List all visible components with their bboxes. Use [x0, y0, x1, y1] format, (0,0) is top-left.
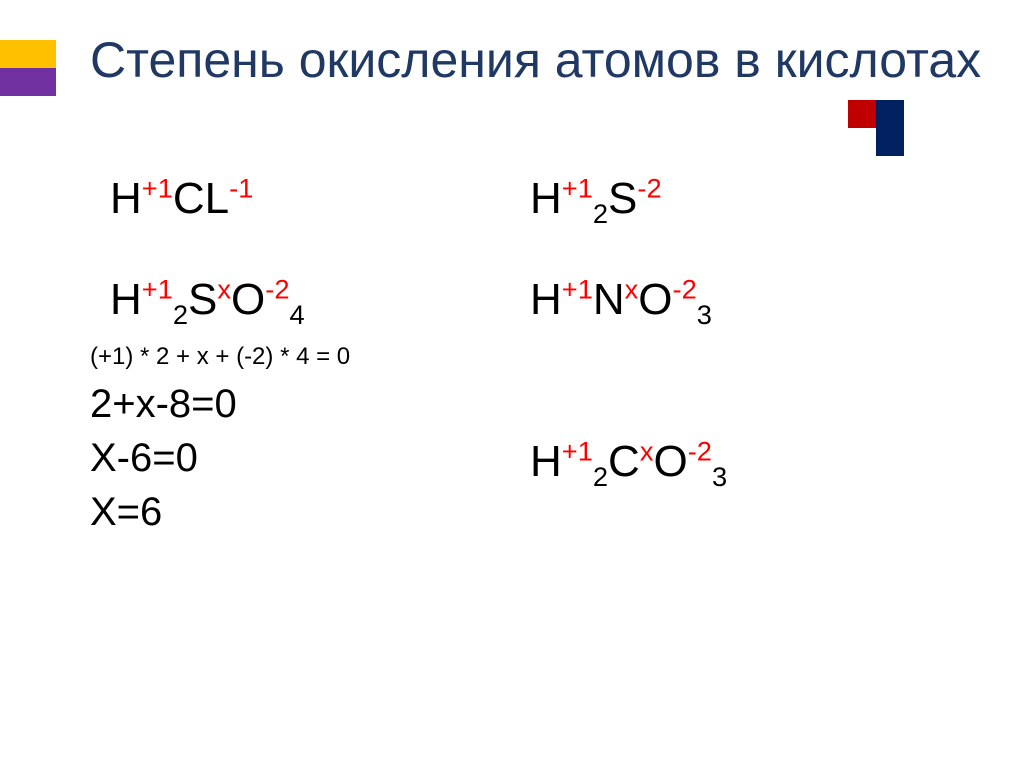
ox-O: -2: [265, 274, 289, 305]
formula-hno3: H+1NxO-23: [530, 271, 930, 332]
sub-3: 3: [712, 460, 727, 491]
formula-h2s: H+12S-2: [530, 170, 930, 231]
deco-yellow-square: [0, 40, 56, 68]
ox-H: +1: [562, 274, 593, 305]
ox-H: +1: [562, 172, 593, 203]
content-area: H+1CL-1 H+12S-2 H+12SxO-24 (+1) * 2 + x …: [90, 170, 984, 539]
ox-Cl: -1: [229, 172, 253, 203]
el-H: H: [530, 275, 562, 324]
el-O: O: [638, 275, 672, 324]
ox-H: +1: [142, 274, 173, 305]
formula-h2so4: H+12SxO-24: [90, 271, 530, 332]
el-Cl: CL: [173, 174, 229, 223]
deco-left-squares: [0, 40, 56, 96]
formula-hcl: H+1CL-1: [90, 170, 530, 227]
deco-purple-square: [0, 68, 56, 96]
sub-2: 2: [593, 460, 608, 491]
spacer: [530, 333, 930, 433]
el-O: O: [231, 275, 265, 324]
deco-right-squares: [848, 100, 904, 156]
ox-H: +1: [562, 435, 593, 466]
ox-O: -2: [673, 274, 697, 305]
deco-blue-rect: [876, 100, 904, 156]
sub-3: 3: [697, 299, 712, 330]
deco-red-square: [848, 100, 876, 128]
slide: Степень окисления атомов в кислотах H+1C…: [0, 0, 1024, 767]
el-O: O: [653, 437, 687, 486]
sub-2: 2: [173, 299, 188, 330]
formula-h2co3: H+12CxO-23: [530, 433, 930, 494]
el-N: N: [593, 275, 625, 324]
el-H: H: [530, 174, 562, 223]
slide-title: Степень окисления атомов в кислотах: [90, 30, 984, 90]
formula-row-1: H+1CL-1 H+12S-2: [90, 170, 984, 231]
ox-C-x: x: [640, 435, 654, 466]
formula-row-2: H+12SxO-24 (+1) * 2 + x + (-2) * 4 = 0 2…: [90, 271, 984, 538]
ox-S-x: x: [217, 274, 231, 305]
ox-N-x: x: [625, 274, 639, 305]
sub-2: 2: [593, 198, 608, 229]
el-H: H: [110, 174, 142, 223]
equation-step-2: X-6=0: [90, 431, 530, 485]
el-C: C: [608, 437, 640, 486]
el-H: H: [530, 437, 562, 486]
equation-expanded: (+1) * 2 + x + (-2) * 4 = 0: [90, 343, 530, 371]
el-S: S: [608, 174, 637, 223]
el-S: S: [188, 275, 217, 324]
equation-step-1: 2+x-8=0: [90, 377, 530, 431]
equation-result: X=6: [90, 485, 530, 539]
ox-H: +1: [142, 172, 173, 203]
ox-S: -2: [637, 172, 661, 203]
sub-4: 4: [290, 299, 305, 330]
el-H: H: [110, 275, 142, 324]
ox-O: -2: [688, 435, 712, 466]
